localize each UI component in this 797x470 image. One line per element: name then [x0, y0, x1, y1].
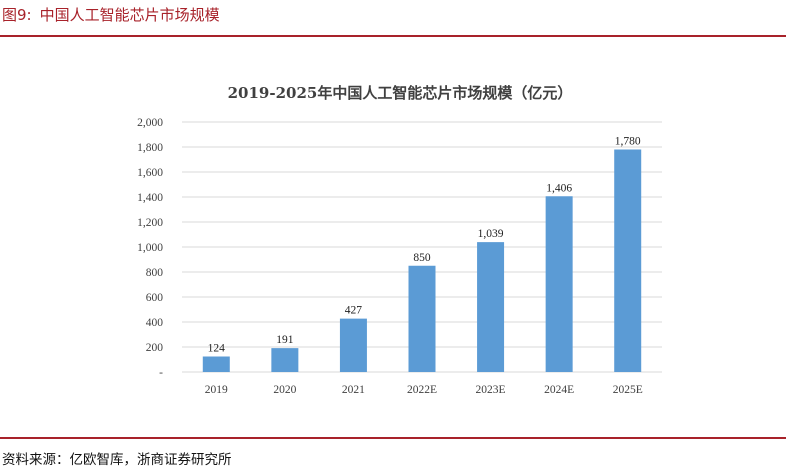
y-tick-label: 1,400 — [137, 192, 163, 204]
bar-2024e — [545, 196, 573, 372]
x-axis-ticks: 2019 2020 2021 2022E 2023E 2024E 2025E — [205, 384, 643, 396]
bar-2025e — [614, 149, 642, 372]
x-tick-label: 2022E — [407, 384, 437, 396]
y-tick-label: 200 — [146, 342, 164, 354]
y-tick-label: - — [159, 367, 163, 379]
bar-2020 — [271, 348, 299, 372]
y-tick-label: 800 — [146, 267, 164, 279]
y-tick-label: 2,000 — [137, 117, 163, 129]
bar-2023e — [477, 242, 505, 372]
x-tick-label: 2019 — [205, 384, 228, 396]
data-label: 1,780 — [615, 136, 641, 148]
y-axis-ticks: - 200 400 600 800 1,000 1,200 1,400 1,600 1,800 2,… — [137, 117, 163, 379]
bar-2019 — [202, 356, 230, 372]
top-divider — [0, 35, 786, 37]
y-tick-label: 1,000 — [137, 242, 163, 254]
bars — [202, 149, 642, 372]
figure-title: 中国人工智能芯片市场规模 — [39, 6, 220, 24]
y-tick-label: 600 — [146, 292, 164, 304]
data-label: 427 — [345, 305, 363, 317]
chart-title: 2019-2025年中国人工智能芯片市场规模（亿元） — [228, 84, 573, 102]
figure-caption: 图9: 中国人工智能芯片市场规模 — [2, 4, 220, 25]
y-tick-label: 1,600 — [137, 167, 163, 179]
source-note: 资料来源：亿欧智库，浙商证券研究所 — [2, 452, 232, 468]
data-label: 1,039 — [478, 228, 504, 240]
bottom-divider — [0, 437, 786, 439]
y-tick-label: 400 — [146, 317, 164, 329]
data-label: 850 — [413, 252, 431, 264]
data-labels: 124 191 427 850 1,039 1,406 1,780 — [208, 136, 641, 355]
y-tick-label: 1,200 — [137, 217, 163, 229]
data-label: 1,406 — [546, 182, 572, 194]
bar-2021 — [339, 318, 367, 372]
figure-number: 图9: — [2, 6, 32, 24]
y-tick-label: 1,800 — [137, 142, 163, 154]
data-label: 124 — [208, 343, 226, 355]
x-tick-label: 2024E — [544, 384, 574, 396]
x-tick-label: 2023E — [476, 384, 506, 396]
bar-2022e — [408, 265, 436, 372]
data-label: 191 — [276, 334, 294, 346]
x-tick-label: 2021 — [342, 384, 365, 396]
x-tick-label: 2020 — [273, 384, 296, 396]
x-tick-label: 2025E — [613, 384, 643, 396]
